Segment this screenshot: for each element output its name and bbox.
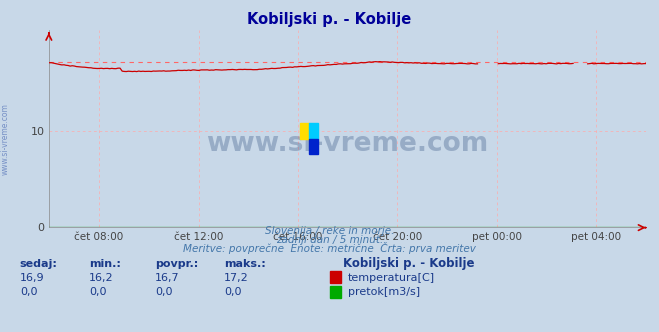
Text: maks.:: maks.: — [224, 259, 266, 269]
Text: 0,0: 0,0 — [89, 288, 107, 297]
Text: 0,0: 0,0 — [20, 288, 38, 297]
Text: www.si-vreme.com: www.si-vreme.com — [206, 131, 489, 157]
Text: Meritve: povprečne  Enote: metrične  Črta: prva meritev: Meritve: povprečne Enote: metrične Črta:… — [183, 242, 476, 254]
Text: 0,0: 0,0 — [155, 288, 173, 297]
Text: zadnji dan / 5 minut.: zadnji dan / 5 minut. — [276, 235, 383, 245]
Text: 16,9: 16,9 — [20, 273, 44, 283]
Text: 16,2: 16,2 — [89, 273, 113, 283]
Text: 17,2: 17,2 — [224, 273, 249, 283]
Text: Kobiljski p. - Kobilje: Kobiljski p. - Kobilje — [247, 12, 412, 27]
Text: Slovenija / reke in morje.: Slovenija / reke in morje. — [265, 226, 394, 236]
Text: 16,7: 16,7 — [155, 273, 179, 283]
Text: www.si-vreme.com: www.si-vreme.com — [1, 104, 10, 175]
Text: min.:: min.: — [89, 259, 121, 269]
Text: 0,0: 0,0 — [224, 288, 242, 297]
Text: povpr.:: povpr.: — [155, 259, 198, 269]
Text: sedaj:: sedaj: — [20, 259, 57, 269]
Text: Kobiljski p. - Kobilje: Kobiljski p. - Kobilje — [343, 257, 474, 270]
Text: temperatura[C]: temperatura[C] — [348, 273, 435, 283]
Text: pretok[m3/s]: pretok[m3/s] — [348, 288, 420, 297]
